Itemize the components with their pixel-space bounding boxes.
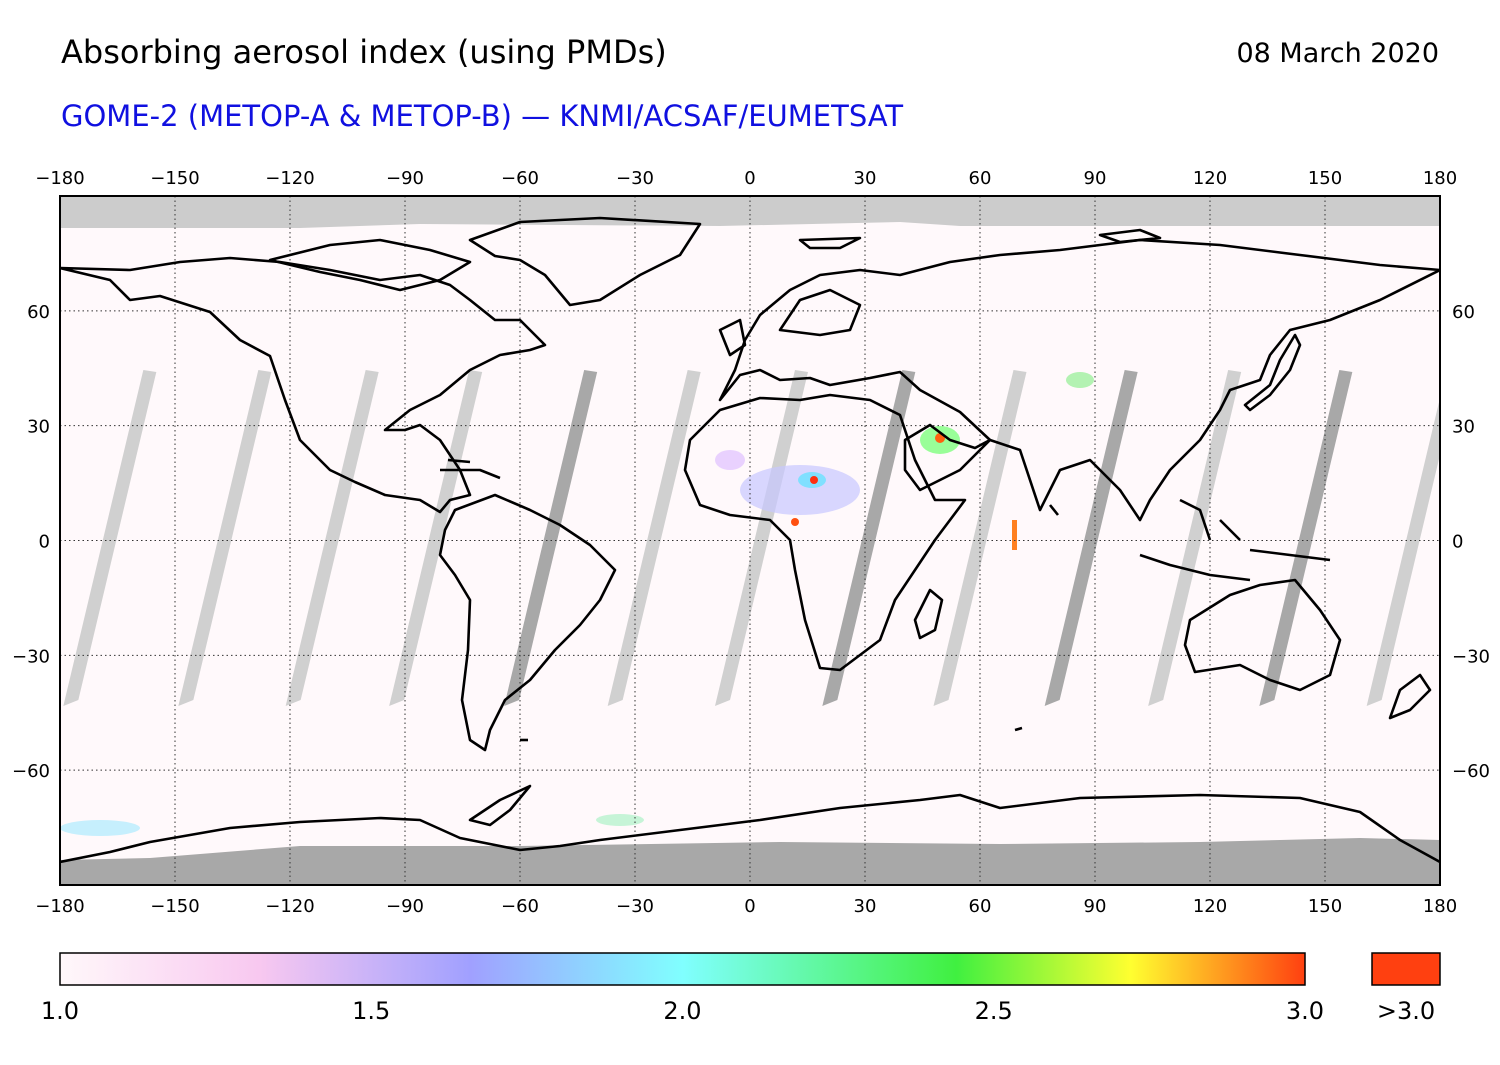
orbit-gap-swath [63,370,157,706]
coastline-kerguelen [1014,726,1023,732]
lon-tick-label-bottom: 180 [1423,896,1457,917]
orbit-gap-swaths [63,370,1440,706]
coastline-antarctic-peninsula [468,784,532,827]
lon-tick-label-bottom: 150 [1308,896,1342,917]
lat-tick-label-right: 60 [1452,302,1475,323]
lon-tick-label-bottom: −120 [265,896,314,917]
coastline-africa [683,393,967,672]
aerosol-patch-west-sahara [715,450,745,470]
lat-tick-label-right: 0 [1452,532,1463,553]
map-plot-area [60,196,1440,885]
aerosol-patch-southern-ocean [60,820,140,836]
lon-tick-label-top: 0 [744,168,755,189]
colorbar-tick-label: 2.5 [975,997,1013,1025]
lon-tick-label-bottom: 120 [1193,896,1227,917]
longitude-ticks-bottom: −180 −150 −120 −90 −60 −30 0 30 60 90 120 150 180 [35,896,1457,917]
map-title: Absorbing aerosol index (using PMDs) [61,33,667,71]
aerosol-hotspot-central-africa [791,518,799,526]
map-frame [59,195,1441,886]
latitude-ticks-right: 60 30 0 −30 −60 [1452,302,1490,782]
coastline-south-america [438,493,617,752]
lon-tick-label-top: 150 [1308,168,1342,189]
coastline-madagascar [913,588,944,640]
coastline-japan [1243,333,1302,412]
lat-tick-label-left: −30 [12,646,50,667]
colorbar-tick-label: 2.0 [663,997,701,1025]
map-date: 08 March 2020 [1236,38,1439,69]
orbit-gap-swath [1259,370,1353,706]
orbit-gap-swath [504,370,598,706]
orbit-gap-swath [1366,398,1440,706]
orbit-gap-swath [285,370,379,706]
coastline-arctic-islands [268,228,1162,292]
map-subtitle: GOME-2 (METOP-A & METOP-B) — KNMI/ACSAF/… [61,99,904,133]
coastline-new-zealand [1388,673,1432,720]
colorbar-labels: 1.0 1.5 2.0 2.5 3.0 [41,997,1324,1025]
lon-tick-label-bottom: 30 [854,896,877,917]
coastline-british-isles [718,318,747,357]
coastline-arabia-gulf [903,423,992,492]
longitude-ticks-top: −180 −150 −120 −90 −60 −30 0 30 60 90 120 150 180 [35,168,1457,189]
orbit-gap-swath [389,370,483,706]
colorbar-tick-label: 3.0 [1286,997,1324,1025]
coastlines [60,216,1440,864]
colorbar-overflow-box [1371,952,1441,986]
coastline-antarctica [60,793,1440,864]
lat-tick-label-left: 30 [27,417,50,438]
colorbar-overflow-label: >3.0 [1377,997,1435,1025]
coastline-greenland [468,216,702,307]
lon-tick-label-bottom: −30 [616,896,654,917]
lat-tick-label-right: −60 [1452,761,1490,782]
lon-tick-label-top: −180 [35,168,84,189]
lon-tick-label-top: −30 [616,168,654,189]
colorbar-tick-label: 1.0 [41,997,79,1025]
map-gridlines [60,196,1440,885]
aerosol-patch-sahara [740,465,860,515]
lon-tick-label-bottom: 60 [969,896,992,917]
lon-tick-label-top: −60 [501,168,539,189]
colorbar [59,952,1306,986]
coastline-australia [1183,578,1342,692]
lon-tick-label-bottom: 90 [1084,896,1107,917]
lat-tick-label-left: 60 [27,302,50,323]
lat-tick-label-right: −30 [1452,646,1490,667]
orbit-gap-swath [715,370,808,706]
coastline-indonesia [1139,498,1331,582]
lat-tick-label-right: 30 [1452,417,1475,438]
lon-tick-label-top: 60 [969,168,992,189]
lon-tick-label-top: 120 [1193,168,1227,189]
coastline-sri-lanka [1048,504,1060,516]
lon-tick-label-top: −120 [265,168,314,189]
aerosol-streak-indian-ocean [1012,520,1017,550]
lon-tick-label-top: 90 [1084,168,1107,189]
aerosol-patch-weddell [596,814,644,826]
colorbar-tick-label: 1.5 [352,997,390,1025]
lon-tick-label-bottom: −60 [501,896,539,917]
latitude-ticks-left: 60 30 0 −30 −60 [12,302,50,782]
lon-tick-label-bottom: −180 [35,896,84,917]
lon-tick-label-bottom: −150 [150,896,199,917]
lat-tick-label-left: −60 [12,761,50,782]
coastline-scandinavia [778,288,862,337]
coastline-caribbean [440,458,501,480]
lat-tick-label-left: 0 [39,532,50,553]
orbit-gap-swath [1148,370,1242,706]
lon-tick-label-bottom: 0 [744,896,755,917]
orbit-gap-swath [822,370,916,706]
coastline-eurasia [718,238,1440,522]
lon-tick-label-top: 30 [854,168,877,189]
orbit-gap-swath [607,370,701,706]
coastline-north-america [60,256,547,514]
aerosol-patches [60,372,1094,836]
orbit-gap-swath [1044,370,1138,706]
lon-tick-label-bottom: −90 [386,896,424,917]
lon-tick-label-top: −150 [150,168,199,189]
aerosol-hotspot-chad [810,476,818,484]
lon-tick-label-top: −90 [386,168,424,189]
orbit-gap-swath [178,370,272,706]
lon-tick-label-top: 180 [1423,168,1457,189]
aerosol-patch-central-asia [1066,372,1094,388]
